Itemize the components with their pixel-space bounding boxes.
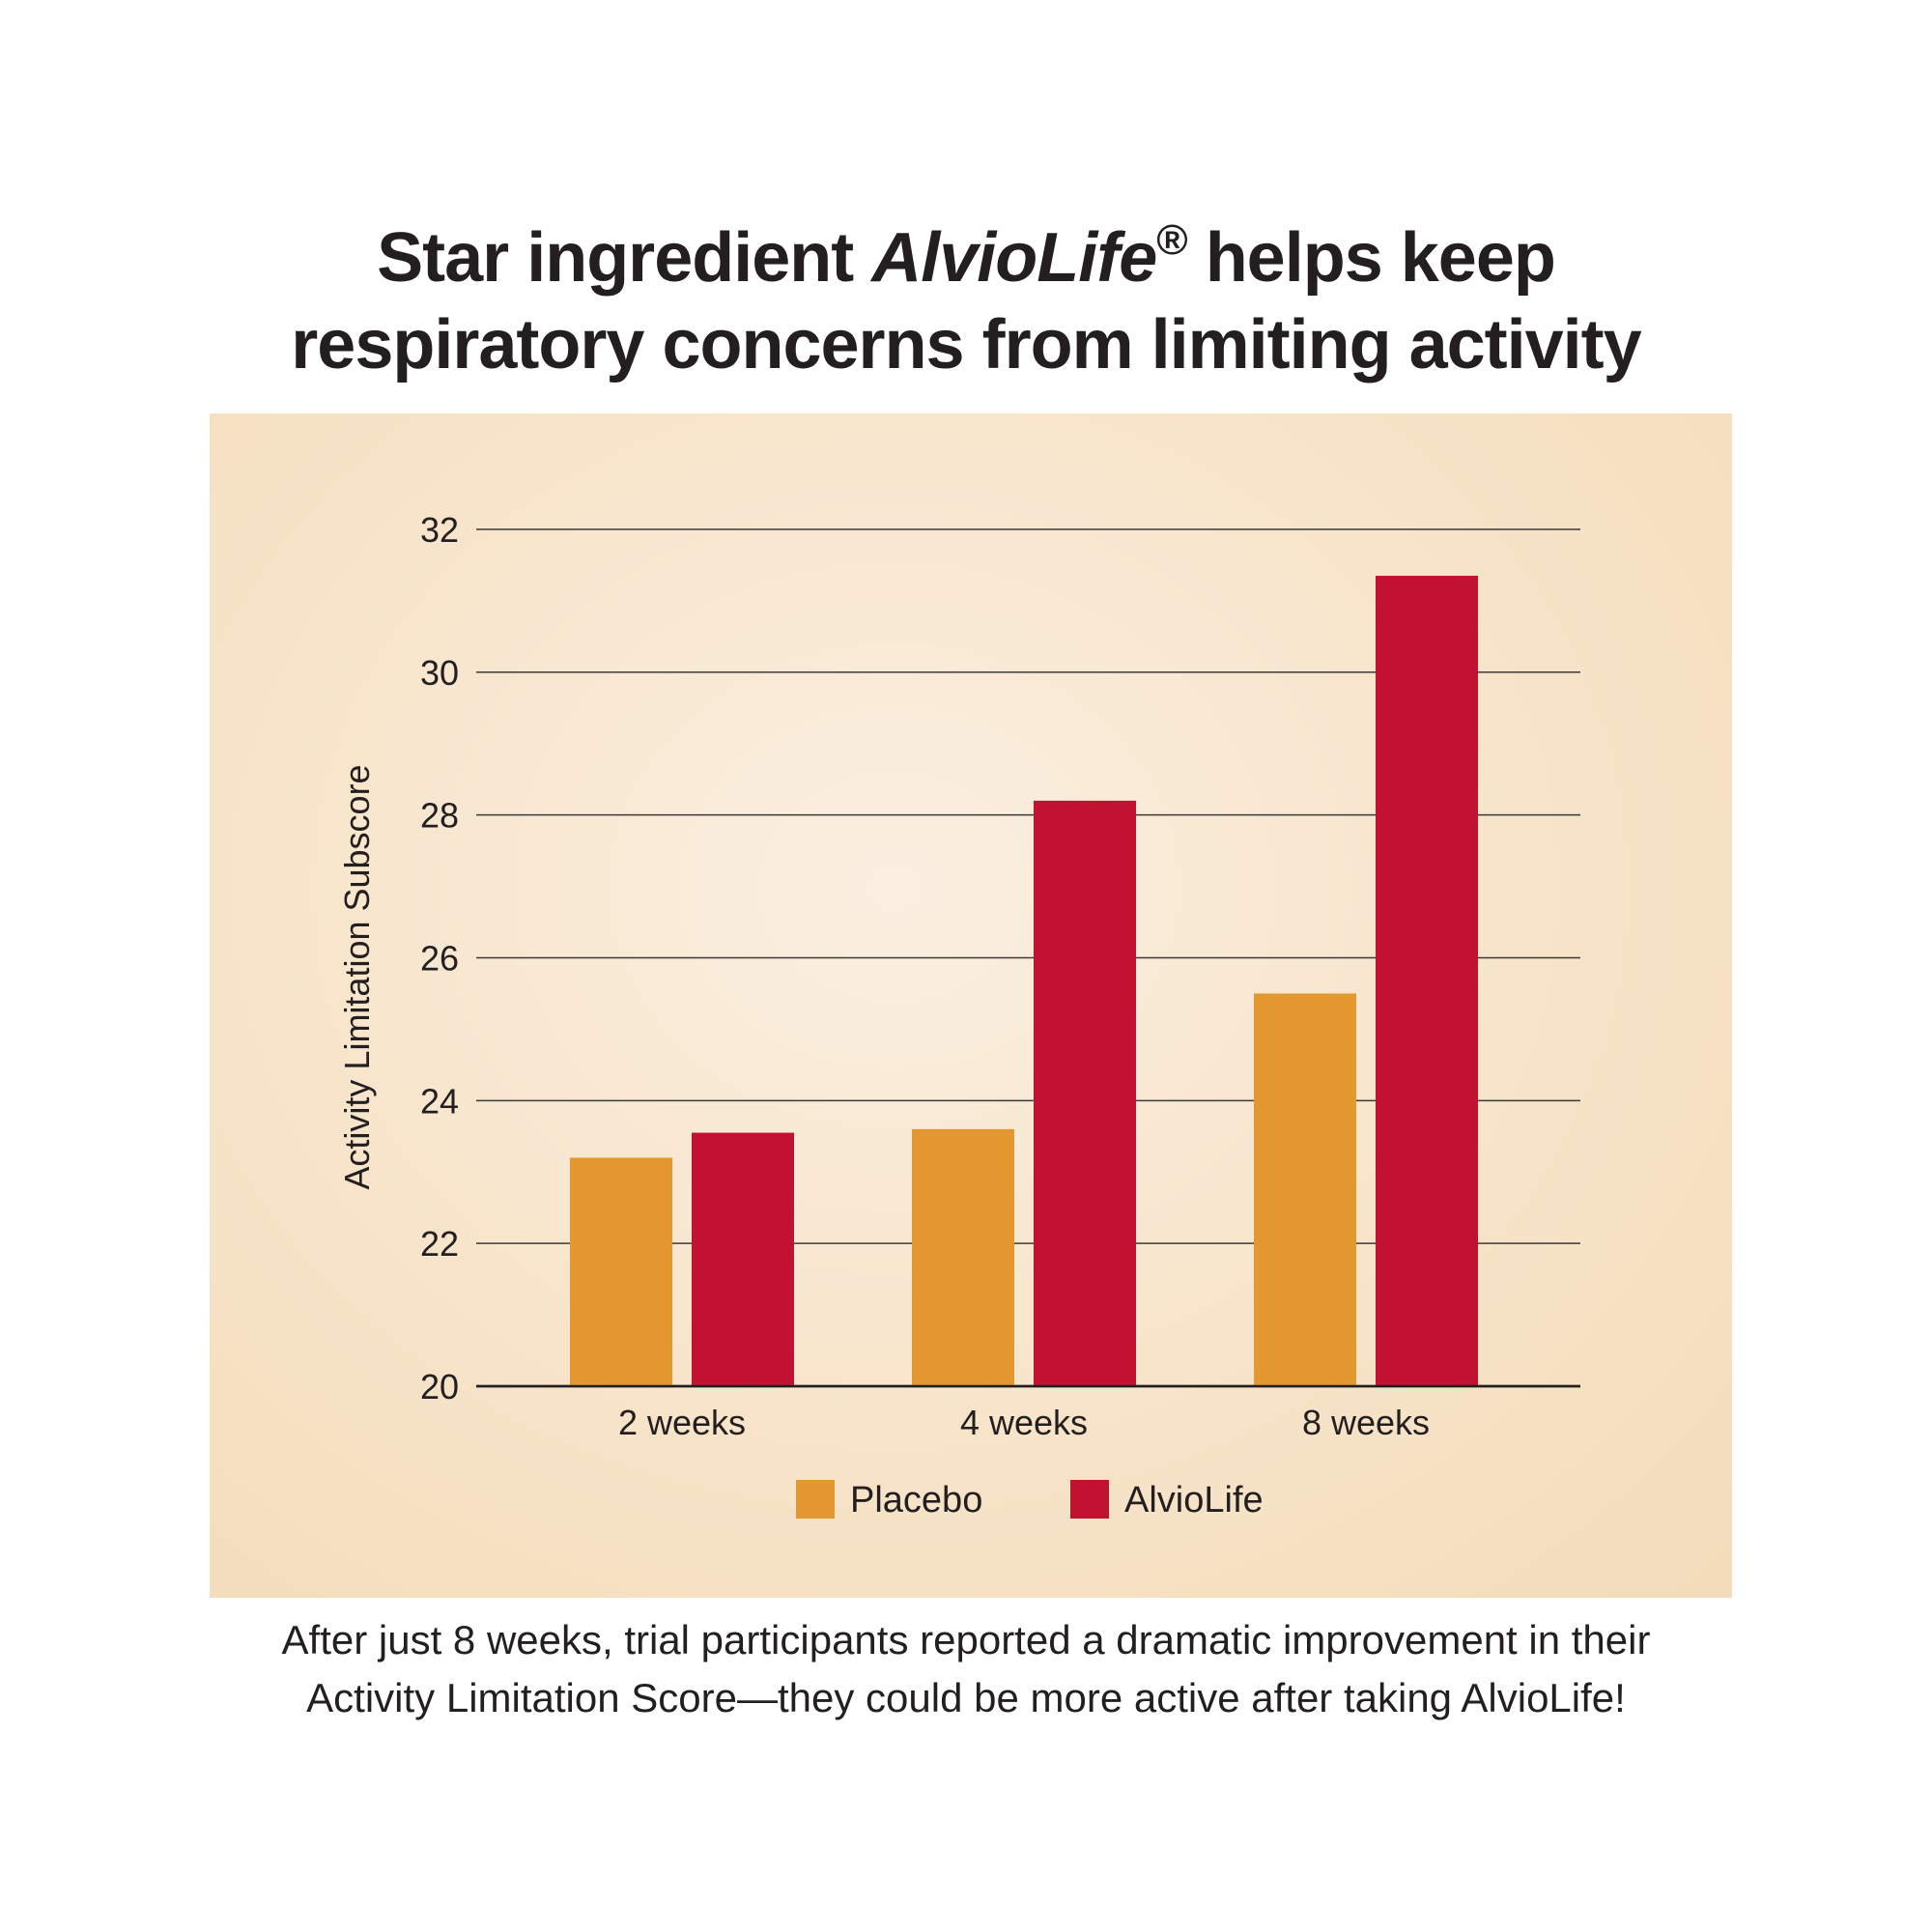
y-tick-label: 22: [420, 1224, 459, 1264]
bar-placebo-2-weeks: [570, 1157, 672, 1386]
bar-placebo-8-weeks: [1254, 993, 1356, 1386]
y-tick-label: 20: [420, 1367, 459, 1406]
legend-swatch-placebo: [796, 1480, 835, 1519]
title-text-before: Star ingredient: [377, 219, 872, 297]
y-tick-label: 26: [420, 939, 459, 979]
y-tick-label: 28: [420, 796, 459, 836]
legend-label-alviolife: AlvioLife: [1124, 1480, 1264, 1520]
title-registered-mark: ®: [1156, 216, 1187, 264]
chart-title: Star ingredient AlvioLife® helps keep re…: [0, 214, 1932, 388]
x-tick-label: 8 weeks: [1302, 1403, 1430, 1442]
legend-label-placebo: Placebo: [850, 1480, 982, 1520]
caption-line-1: After just 8 weeks, trial participants r…: [281, 1617, 1651, 1662]
title-line-1: Star ingredient AlvioLife® helps keep: [0, 214, 1932, 301]
title-line-2: respiratory concerns from limiting activ…: [291, 306, 1641, 384]
title-brand: AlvioLife: [871, 219, 1157, 297]
bar-placebo-4-weeks: [912, 1128, 1014, 1386]
caption-line-2: Activity Limitation Score—they could be …: [306, 1675, 1626, 1720]
title-text-after: helps keep: [1186, 219, 1556, 297]
bar-chart: 20 22 24 26 28 30 32 Activity Limitation Subsco…: [337, 510, 1580, 1520]
x-tick-label: 4 weeks: [960, 1403, 1088, 1442]
bar-alviolife-2-weeks: [692, 1132, 794, 1386]
chart-caption: After just 8 weeks, trial participants r…: [0, 1611, 1932, 1727]
y-axis-label: Activity Limitation Subscore: [337, 764, 377, 1189]
x-tick-label: 2 weeks: [618, 1403, 746, 1442]
bar-alviolife-4-weeks: [1034, 800, 1136, 1386]
legend-swatch-alviolife: [1070, 1480, 1109, 1519]
chart-panel: 20 22 24 26 28 30 32 Activity Limitation Subsco…: [210, 413, 1732, 1598]
y-tick-label: 30: [420, 653, 459, 693]
bar-alviolife-8-weeks: [1376, 576, 1478, 1386]
y-tick-label: 32: [420, 510, 459, 550]
y-tick-label: 24: [420, 1081, 459, 1121]
